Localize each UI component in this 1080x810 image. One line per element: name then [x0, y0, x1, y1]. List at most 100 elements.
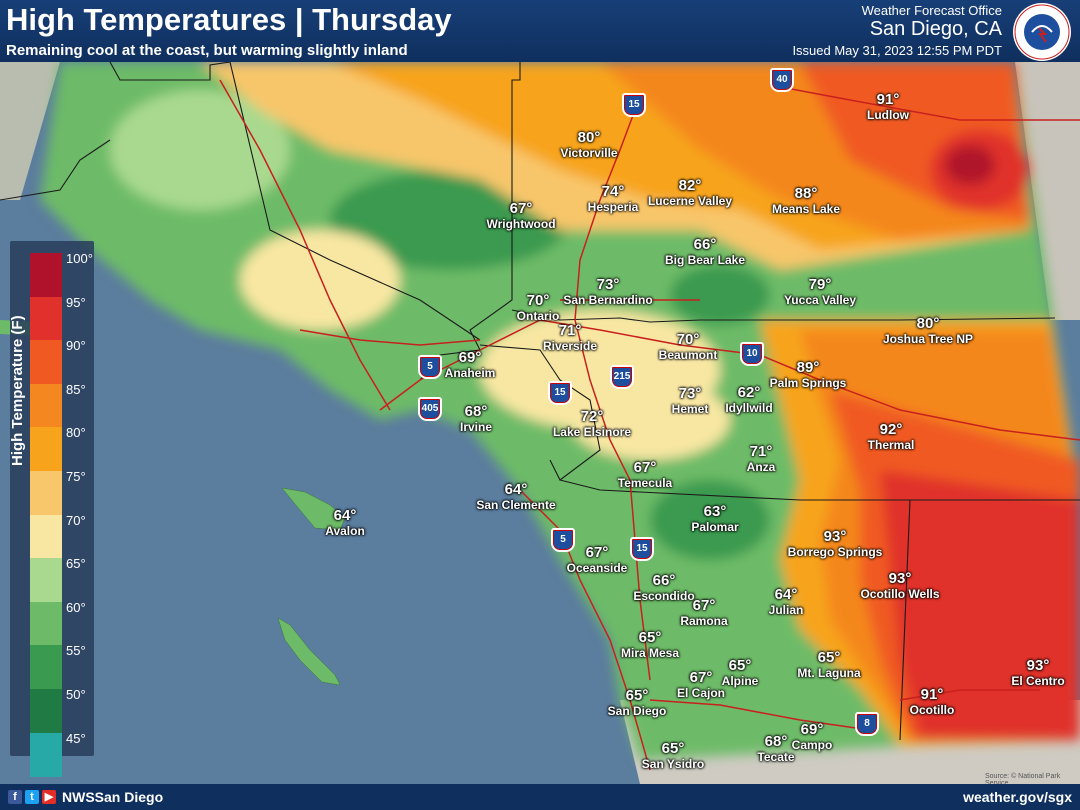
highway-shield-icon: 15: [630, 537, 654, 561]
city-forecast: 67° El Cajon: [676, 669, 726, 701]
legend-tick: 75°: [66, 469, 86, 484]
city-name: Oceanside: [566, 561, 628, 575]
city-forecast: 92° Thermal: [868, 421, 915, 453]
legend-swatch: [30, 427, 62, 472]
legend-tick: 85°: [66, 381, 86, 397]
highway-shield-icon: 405: [418, 397, 442, 421]
legend-swatch: [30, 732, 62, 777]
legend-swatch: [30, 514, 62, 559]
legend-swatch: [30, 645, 62, 690]
city-temp: 70°: [676, 331, 700, 348]
forecast-map: [0, 61, 1080, 784]
legend-swatch: [30, 689, 62, 733]
city-forecast: 66° Big Bear Lake: [665, 236, 745, 268]
city-temp: 66°: [652, 572, 676, 589]
city-name: Campo: [791, 738, 833, 752]
city-temp: 74°: [601, 183, 625, 200]
nws-logo-icon: [1013, 3, 1071, 61]
city-forecast: 74° Hesperia: [587, 183, 639, 215]
city-forecast: 70° Beaumont: [658, 331, 718, 363]
city-forecast: 72° Lake Elsinore: [552, 409, 632, 440]
highway-shield-icon: 5: [418, 355, 442, 379]
city-temp: 92°: [879, 421, 903, 438]
city-temp: 68°: [764, 733, 788, 750]
city-name: Lake Elsinore: [552, 425, 632, 439]
city-temp: 80°: [916, 315, 940, 332]
city-name: Mt. Laguna: [797, 666, 861, 680]
city-forecast: 88° Means Lake: [772, 185, 840, 217]
legend-tick: 55°: [66, 643, 86, 659]
legend-tick: 45°: [66, 730, 86, 746]
legend-tick: 95°: [66, 294, 86, 310]
city-name: El Cajon: [676, 686, 726, 700]
city-forecast: 67° Oceanside: [566, 545, 628, 576]
legend-tick: 50°: [66, 687, 86, 702]
city-forecast: 67° Ramona: [680, 598, 728, 629]
city-name: Hesperia: [587, 200, 639, 214]
city-name: Palm Springs: [769, 376, 847, 390]
city-name: Hemet: [671, 402, 709, 416]
facebook-icon[interactable]: f: [8, 790, 22, 804]
city-temp: 70°: [526, 292, 550, 309]
city-name: San Ysidro: [641, 757, 705, 771]
city-temp: 93°: [888, 570, 912, 587]
city-temp: 62°: [737, 384, 761, 401]
temperature-field: [0, 62, 1080, 760]
map-credit: Source: © National Park Service: [985, 773, 1061, 787]
city-name: Ocotillo: [909, 703, 955, 717]
city-forecast: 91° Ocotillo: [909, 687, 955, 718]
city-name: Mira Mesa: [620, 646, 680, 660]
highway-shield-icon: 15: [548, 381, 572, 405]
city-name: Anza: [746, 460, 776, 474]
footer-bar: f t ▶ NWSSan Diego weather.gov/sgx: [0, 784, 1080, 810]
city-name: Julian: [768, 603, 804, 617]
city-forecast: 65° San Ysidro: [641, 741, 705, 772]
city-temp: 93°: [1026, 657, 1050, 674]
city-name: Beaumont: [658, 348, 718, 362]
terrain-outside-nw: [0, 62, 60, 200]
city-temp: 66°: [693, 236, 717, 253]
city-forecast: 64° Avalon: [325, 508, 365, 539]
highway-shield-icon: 5: [551, 528, 575, 552]
legend-swatch: [30, 601, 62, 646]
city-name: Tecate: [757, 750, 795, 764]
city-temp: 64°: [504, 481, 528, 498]
website-link[interactable]: weather.gov/sgx: [963, 789, 1072, 805]
city-temp: 67°: [509, 200, 533, 217]
san-clemente-island: [277, 617, 341, 686]
city-temp: 73°: [596, 276, 620, 293]
social-handle[interactable]: NWSSan Diego: [62, 789, 164, 805]
city-temp: 67°: [689, 669, 713, 686]
city-name: Anaheim: [444, 366, 496, 380]
city-forecast: 66° Escondido: [633, 572, 695, 604]
city-name: Victorville: [560, 146, 618, 160]
city-temp: 88°: [794, 185, 818, 202]
city-name: San Clemente: [476, 498, 556, 512]
office-city: San Diego, CA: [869, 18, 1002, 40]
city-name: Irvine: [459, 420, 493, 434]
city-forecast: 65° Alpine: [722, 658, 759, 689]
catalina-island: [281, 487, 346, 531]
city-name: San Bernardino: [563, 293, 653, 307]
roads: [219, 79, 1080, 771]
city-forecast: 63° Palomar: [691, 504, 738, 535]
city-forecast: 65° Mt. Laguna: [797, 650, 861, 681]
city-temp: 89°: [796, 359, 820, 376]
city-forecast: 82° Lucerne Valley: [648, 178, 732, 209]
city-name: Ramona: [680, 614, 728, 628]
youtube-icon[interactable]: ▶: [42, 790, 56, 804]
city-temp: 73°: [678, 385, 702, 402]
legend-swatch: [30, 383, 62, 428]
city-forecast: 65° San Diego: [607, 687, 667, 719]
city-name: Ontario: [516, 309, 560, 323]
city-name: San Diego: [607, 704, 667, 718]
twitter-icon[interactable]: t: [25, 790, 39, 804]
highway-shield-icon: 8: [855, 712, 879, 736]
city-temp: 93°: [823, 528, 847, 545]
city-temp: 65°: [625, 687, 649, 704]
city-temp: 71°: [558, 322, 582, 339]
map-canvas: [0, 61, 1080, 784]
city-forecast: 93° El Centro: [1011, 657, 1064, 689]
city-name: Escondido: [633, 589, 695, 603]
city-name: Borrego Springs: [787, 545, 883, 559]
